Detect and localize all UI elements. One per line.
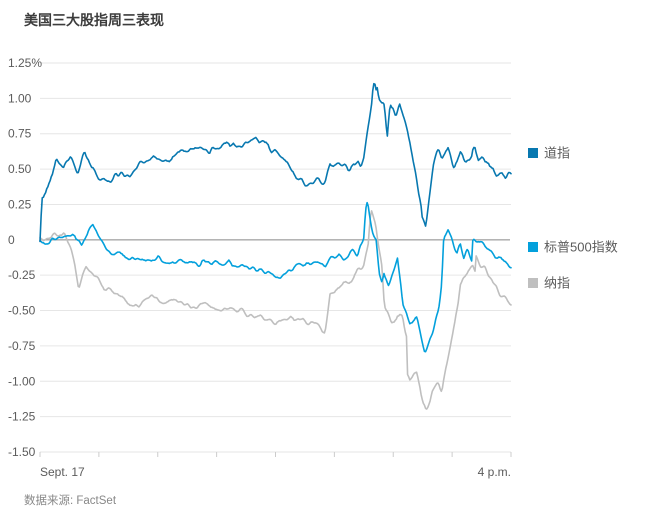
svg-text:-0.25: -0.25 [8, 268, 36, 282]
svg-text:4 p.m.: 4 p.m. [478, 465, 511, 479]
svg-text:0.25: 0.25 [8, 197, 32, 211]
svg-text:道指: 道指 [544, 146, 570, 161]
svg-text:0: 0 [8, 233, 15, 247]
svg-text:-1.00: -1.00 [8, 374, 36, 388]
svg-text:Sept. 17: Sept. 17 [40, 465, 85, 479]
svg-text:-1.25: -1.25 [8, 410, 36, 424]
svg-text:1.25%: 1.25% [8, 56, 42, 70]
svg-text:0.75: 0.75 [8, 127, 32, 141]
svg-text:标普500指数: 标普500指数 [544, 240, 618, 255]
svg-text:-0.50: -0.50 [8, 304, 36, 318]
svg-text:纳指: 纳指 [544, 276, 570, 291]
svg-text:-1.50: -1.50 [8, 445, 36, 459]
svg-text:-0.75: -0.75 [8, 339, 36, 353]
svg-text:0.50: 0.50 [8, 162, 32, 176]
svg-text:1.00: 1.00 [8, 91, 32, 105]
